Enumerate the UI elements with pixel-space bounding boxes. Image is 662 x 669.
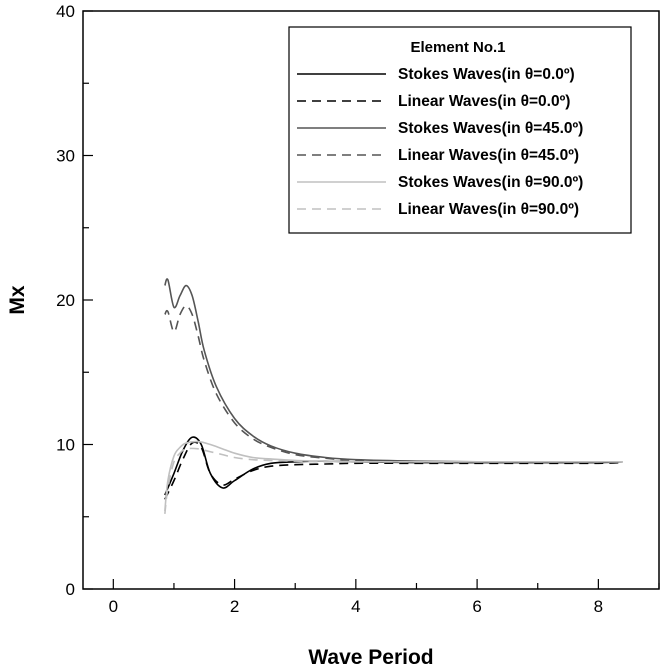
x-tick-label: 8: [594, 597, 603, 616]
legend-label-2: Linear Waves(in θ=0.0º): [398, 93, 570, 110]
legend-title: Element No.1: [410, 39, 505, 56]
series-line-6: [164, 447, 623, 514]
legend-label-4: Linear Waves(in θ=45.0º): [398, 147, 579, 164]
x-tick-label: 2: [230, 597, 239, 616]
axes-layer: 0 2 4 6 8 0 10 20 30 40: [56, 2, 660, 616]
series-layer: [164, 278, 623, 514]
x-tick-label: 6: [472, 597, 481, 616]
y-tick-label: 20: [56, 291, 75, 310]
legend-label-5: Stokes Waves(in θ=90.0º): [398, 174, 583, 191]
y-tick-label: 10: [56, 436, 75, 455]
y-tick-label: 0: [66, 580, 75, 599]
legend-label-3: Stokes Waves(in θ=45.0º): [398, 120, 583, 137]
y-tick-label: 30: [56, 147, 75, 166]
y-axis-title: Mx: [6, 285, 29, 314]
y-tick-label: 40: [56, 2, 75, 21]
legend: Element No.1 Stokes Waves(in θ=0.0º) Linea…: [288, 26, 632, 234]
x-tick-label: 0: [109, 597, 118, 616]
legend-label-6: Linear Waves(in θ=90.0º): [398, 201, 579, 218]
legend-box: [288, 26, 632, 234]
x-tick-label: 4: [351, 597, 360, 616]
legend-label-1: Stokes Waves(in θ=0.0º): [398, 66, 575, 83]
series-line-2: [164, 441, 623, 500]
x-axis-title: Wave Period: [308, 646, 433, 669]
